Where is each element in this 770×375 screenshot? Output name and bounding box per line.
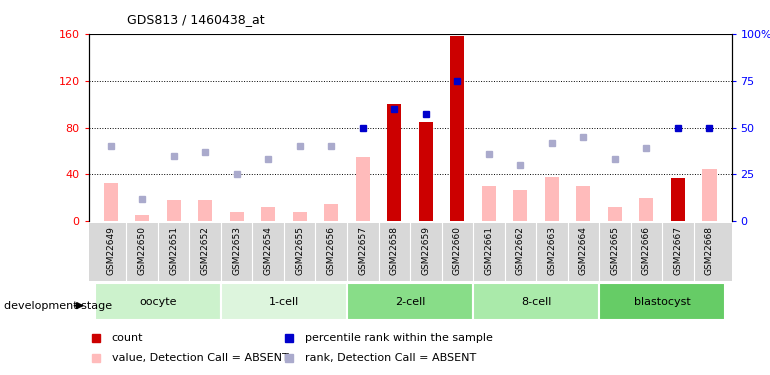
- Text: development stage: development stage: [4, 301, 112, 310]
- Text: GSM22662: GSM22662: [516, 226, 525, 275]
- Text: GSM22657: GSM22657: [358, 226, 367, 275]
- Text: value, Detection Call = ABSENT: value, Detection Call = ABSENT: [112, 353, 289, 363]
- Text: GSM22661: GSM22661: [484, 226, 494, 275]
- Text: GSM22658: GSM22658: [390, 226, 399, 275]
- Bar: [576, 186, 591, 221]
- Text: GSM22667: GSM22667: [674, 226, 682, 275]
- Bar: [103, 183, 118, 221]
- Bar: [387, 104, 401, 221]
- Bar: [482, 186, 496, 221]
- Text: GSM22654: GSM22654: [263, 226, 273, 275]
- Bar: [166, 200, 181, 221]
- Bar: [639, 198, 654, 221]
- Text: 1-cell: 1-cell: [269, 297, 299, 307]
- Bar: [514, 190, 527, 221]
- Bar: [544, 177, 559, 221]
- Text: GSM22668: GSM22668: [705, 226, 714, 275]
- Text: GSM22659: GSM22659: [421, 226, 430, 275]
- Bar: [198, 200, 213, 221]
- Text: GSM22660: GSM22660: [453, 226, 462, 275]
- Text: blastocyst: blastocyst: [634, 297, 691, 307]
- Text: GDS813 / 1460438_at: GDS813 / 1460438_at: [127, 13, 265, 26]
- Bar: [293, 212, 306, 221]
- Text: percentile rank within the sample: percentile rank within the sample: [305, 333, 493, 344]
- Bar: [347, 284, 473, 320]
- Bar: [608, 207, 622, 221]
- Bar: [599, 284, 725, 320]
- Text: 8-cell: 8-cell: [521, 297, 551, 307]
- Bar: [229, 212, 244, 221]
- Bar: [702, 168, 717, 221]
- Text: count: count: [112, 333, 143, 344]
- Bar: [95, 284, 221, 320]
- Text: GSM22663: GSM22663: [547, 226, 557, 275]
- Bar: [450, 36, 464, 221]
- Text: GSM22656: GSM22656: [326, 226, 336, 275]
- Bar: [473, 284, 599, 320]
- Bar: [221, 284, 347, 320]
- Bar: [135, 215, 149, 221]
- Bar: [356, 157, 370, 221]
- Bar: [324, 204, 338, 221]
- Text: GSM22655: GSM22655: [295, 226, 304, 275]
- Text: 2-cell: 2-cell: [395, 297, 425, 307]
- Text: GSM22664: GSM22664: [579, 226, 588, 275]
- Text: GSM22649: GSM22649: [106, 226, 115, 275]
- Bar: [261, 207, 276, 221]
- Text: GSM22652: GSM22652: [201, 226, 209, 275]
- Text: GSM22665: GSM22665: [611, 226, 619, 275]
- Text: GSM22666: GSM22666: [642, 226, 651, 275]
- Text: oocyte: oocyte: [139, 297, 176, 307]
- Text: rank, Detection Call = ABSENT: rank, Detection Call = ABSENT: [305, 353, 476, 363]
- Text: GSM22653: GSM22653: [233, 226, 241, 275]
- Bar: [671, 178, 685, 221]
- Text: GSM22651: GSM22651: [169, 226, 178, 275]
- Bar: [419, 122, 433, 221]
- Text: GSM22650: GSM22650: [138, 226, 146, 275]
